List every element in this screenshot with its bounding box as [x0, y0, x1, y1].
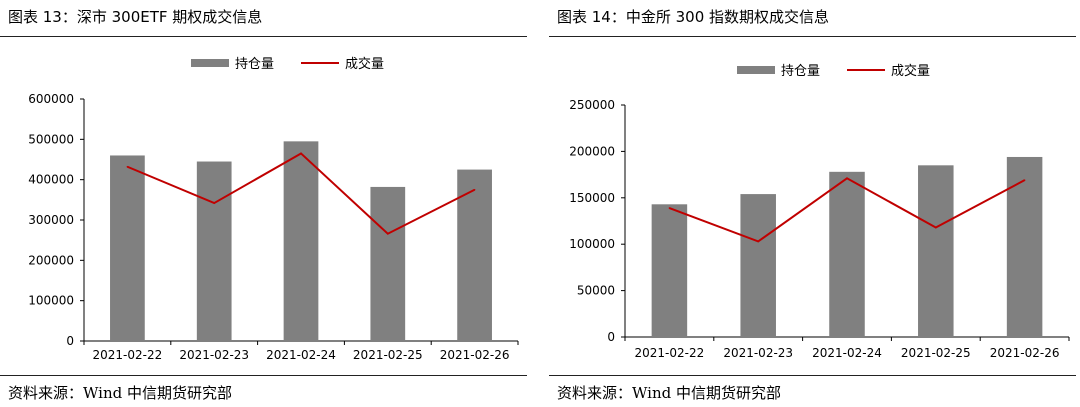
bar	[370, 186, 406, 341]
figure-title: 图表 14：中金所 300 指数期权成交信息	[557, 8, 830, 26]
legend-label: 成交量	[345, 56, 384, 72]
x-tick-label: 2021-02-26	[990, 346, 1060, 360]
bar	[283, 141, 319, 341]
x-tick-label: 2021-02-24	[812, 346, 882, 360]
y-tick-label: 600000	[28, 92, 74, 106]
bar	[1006, 156, 1043, 337]
x-tick-label: 2021-02-25	[901, 346, 971, 360]
figure-title: 图表 13：深市 300ETF 期权成交信息	[8, 8, 263, 26]
line-point	[846, 177, 848, 180]
y-tick-label: 200000	[28, 253, 74, 267]
bar	[196, 161, 232, 341]
legend-label: 成交量	[891, 63, 930, 79]
x-tick-label: 2021-02-22	[93, 348, 163, 362]
line-point	[935, 226, 937, 229]
bar	[110, 155, 145, 341]
line-point	[213, 202, 215, 204]
title-rule	[0, 36, 527, 37]
x-tick-label: 2021-02-23	[179, 348, 249, 362]
y-tick-label: 0	[607, 330, 615, 344]
legend-swatch-bar	[737, 66, 775, 74]
line-point	[300, 152, 302, 155]
bar	[918, 165, 954, 337]
legend: 持仓量 成交量	[191, 56, 384, 72]
line-point	[126, 165, 129, 168]
line-point	[668, 207, 671, 209]
legend-swatch-bar	[191, 59, 229, 67]
line-point	[757, 240, 759, 243]
legend: 持仓量 成交量	[737, 63, 930, 79]
y-tick-label: 500000	[28, 132, 74, 146]
y-tick-label: 300000	[28, 213, 74, 227]
source-note: 资料来源：Wind 中信期货研究部	[557, 384, 781, 402]
x-tick-label: 2021-02-25	[353, 348, 423, 362]
x-tick-label: 2021-02-22	[635, 346, 705, 360]
line-point	[473, 188, 476, 191]
y-tick-label: 100000	[28, 294, 74, 308]
bar	[457, 169, 492, 341]
y-tick-label: 150000	[569, 191, 615, 205]
line-point	[1023, 179, 1026, 181]
legend-label: 持仓量	[781, 64, 820, 79]
chart-area: 持仓量 成交量 0 50000 100000 150000 200000 250000 2021…	[569, 63, 1070, 360]
y-tick-label: 250000	[569, 98, 615, 112]
bar	[651, 204, 688, 337]
bar	[740, 194, 776, 337]
source-note: 资料来源：Wind 中信期货研究部	[8, 384, 232, 402]
y-tick-label: 400000	[28, 173, 74, 187]
y-tick-label: 50000	[577, 284, 615, 298]
title-rule	[549, 36, 1076, 37]
legend-label: 持仓量	[235, 57, 274, 72]
y-tick-label: 200000	[569, 144, 615, 158]
x-tick-label: 2021-02-24	[266, 348, 336, 362]
y-tick-label: 0	[66, 334, 74, 348]
y-tick-label: 100000	[569, 237, 615, 251]
bar	[829, 171, 865, 337]
chart-area: 持仓量 成交量 0 100000 200000 300000 400000 500000 600…	[28, 56, 519, 362]
chart-panel-left: 图表 13：深市 300ETF 期权成交信息 持仓量 成交量 0 100000 2000…	[0, 0, 527, 407]
source-rule	[549, 375, 1076, 376]
x-tick-label: 2021-02-26	[440, 348, 510, 362]
chart-panel-right: 图表 14：中金所 300 指数期权成交信息 持仓量 成交量 0 50000 10000…	[549, 0, 1076, 407]
source-rule	[0, 375, 527, 376]
x-tick-label: 2021-02-23	[723, 346, 793, 360]
line-point	[387, 232, 389, 235]
